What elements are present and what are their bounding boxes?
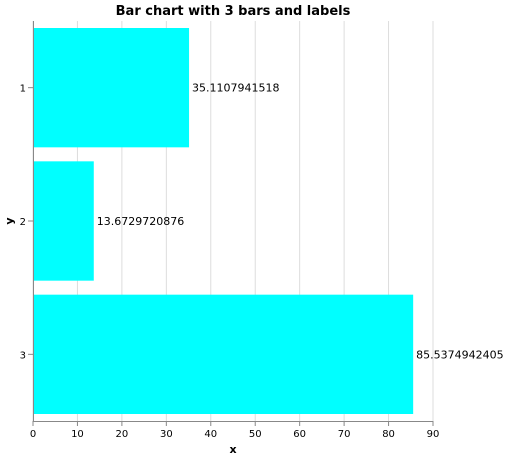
- x-axis-title: x: [229, 443, 236, 456]
- x-tick-label-70: 70: [338, 429, 351, 440]
- y-axis-title: y: [3, 217, 16, 224]
- bar-3: [33, 294, 414, 414]
- y-tick-label-1: 1: [20, 84, 26, 95]
- data-labels: 35.1107941518 13.6729720876 85.5374942405: [97, 82, 504, 362]
- x-tick-label-90: 90: [427, 429, 440, 440]
- x-tick-label-80: 80: [382, 429, 395, 440]
- y-tick-label-3: 3: [20, 350, 26, 361]
- data-label-3: 85.5374942405: [416, 348, 503, 361]
- x-tick-label-0: 0: [30, 429, 36, 440]
- bar-1: [33, 28, 190, 148]
- data-label-1: 35.1107941518: [192, 82, 279, 95]
- bar-2: [33, 161, 94, 281]
- x-tick-label-60: 60: [293, 429, 306, 440]
- x-tick-label-50: 50: [249, 429, 262, 440]
- data-label-2: 13.6729720876: [97, 215, 184, 228]
- y-axis: 1 2 3: [20, 21, 34, 421]
- x-tick-label-20: 20: [116, 429, 129, 440]
- x-tick-label-10: 10: [71, 429, 84, 440]
- bars: [33, 28, 414, 414]
- x-tick-label-30: 30: [160, 429, 173, 440]
- x-axis: 0 10 20 30 40 50 60 70 80 90: [30, 421, 440, 440]
- y-tick-label-2: 2: [20, 217, 26, 228]
- x-tick-label-40: 40: [204, 429, 217, 440]
- chart-title: Bar chart with 3 bars and labels: [116, 4, 351, 19]
